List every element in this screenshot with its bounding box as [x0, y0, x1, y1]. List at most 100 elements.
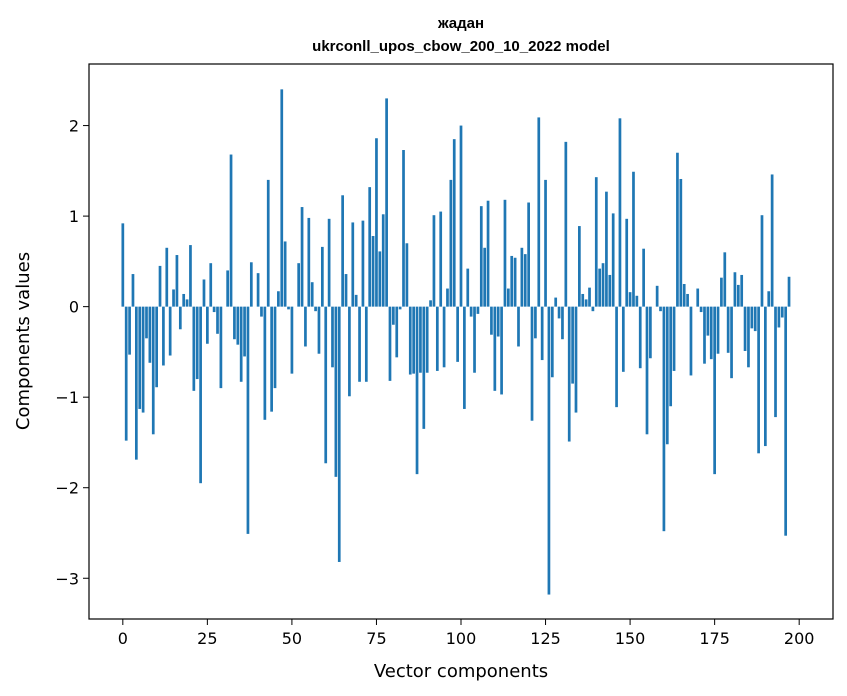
bar: [601, 263, 605, 307]
bar: [544, 179, 547, 307]
bar: [354, 294, 358, 307]
bar: [141, 306, 145, 413]
bar: [290, 306, 294, 374]
bar: [483, 247, 487, 307]
bar: [493, 306, 497, 391]
bar: [432, 215, 436, 307]
bar: [317, 306, 321, 354]
bar: [571, 306, 574, 384]
bar: [750, 306, 754, 329]
bar: [713, 306, 716, 475]
bar: [736, 284, 740, 307]
bar: [774, 306, 777, 418]
bar: [324, 306, 328, 464]
bar: [358, 306, 361, 382]
bar: [567, 306, 571, 442]
bar: [243, 306, 246, 357]
x-tick-label: 150: [615, 629, 646, 648]
bar: [665, 306, 669, 445]
bar: [449, 179, 453, 307]
bar: [740, 274, 744, 307]
x-tick-label: 75: [366, 629, 386, 648]
bar: [192, 306, 196, 391]
bar: [564, 141, 568, 307]
bar: [151, 306, 155, 435]
bar: [490, 306, 493, 335]
x-axis-ticks: 0 25 50 75 100 125 150 175 200: [118, 619, 815, 648]
x-tick-label: 25: [197, 629, 217, 648]
bar: [689, 306, 693, 376]
bar: [158, 265, 162, 307]
bar: [510, 255, 514, 307]
bar: [547, 306, 551, 595]
bar: [473, 306, 476, 373]
bar: [669, 306, 673, 407]
x-tick-label: 125: [530, 629, 561, 648]
bar: [770, 174, 774, 307]
bar: [422, 306, 426, 429]
bar: [202, 279, 206, 307]
bar: [767, 291, 771, 307]
bar: [148, 306, 152, 363]
bar: [226, 270, 230, 307]
bar: [469, 306, 473, 317]
bar: [506, 288, 510, 307]
bar: [672, 306, 676, 371]
bar: [435, 306, 439, 371]
bar: [429, 300, 432, 307]
bar: [726, 306, 730, 353]
bar: [439, 211, 443, 307]
bar: [297, 263, 301, 307]
bars-group: [121, 89, 791, 595]
bar: [611, 213, 615, 307]
bar: [155, 306, 158, 388]
bar: [618, 118, 622, 307]
bar: [172, 289, 175, 307]
bar: [787, 276, 791, 307]
bar: [574, 306, 578, 413]
bar: [621, 306, 625, 372]
bar: [743, 306, 747, 351]
bar: [425, 306, 429, 373]
bar: [523, 254, 527, 307]
plot-frame: [88, 63, 834, 620]
bar: [777, 306, 781, 328]
bar: [175, 255, 179, 307]
bar: [635, 295, 639, 307]
bar: [537, 117, 541, 307]
bar: [351, 222, 355, 307]
bar: [337, 306, 341, 562]
bar: [128, 306, 131, 355]
bar: [402, 150, 405, 307]
y-tick-label: −1: [55, 388, 79, 407]
chart-subtitle: ukrconll_upos_cbow_200_10_2022 model: [312, 38, 610, 55]
bar: [682, 284, 686, 307]
bar: [219, 306, 223, 389]
bar: [327, 218, 331, 307]
bar: [764, 306, 767, 447]
bar: [730, 306, 733, 379]
bar: [588, 287, 591, 307]
bar: [578, 226, 581, 307]
bar: [320, 246, 324, 307]
bar: [503, 199, 507, 307]
bar: [388, 306, 392, 381]
bar: [314, 306, 317, 312]
bar: [131, 274, 135, 307]
bar: [185, 299, 189, 307]
x-tick-label: 200: [784, 629, 815, 648]
bar: [263, 306, 267, 420]
bar: [270, 306, 273, 412]
chart-title: жадан: [437, 15, 484, 32]
bar: [753, 306, 757, 332]
bar: [344, 274, 348, 307]
bar: [310, 282, 314, 307]
bar: [625, 218, 629, 307]
bar: [676, 152, 679, 307]
bar: [392, 306, 395, 325]
bar: [642, 248, 645, 307]
bar: [266, 179, 270, 307]
bar: [476, 306, 480, 314]
bar: [341, 195, 344, 307]
